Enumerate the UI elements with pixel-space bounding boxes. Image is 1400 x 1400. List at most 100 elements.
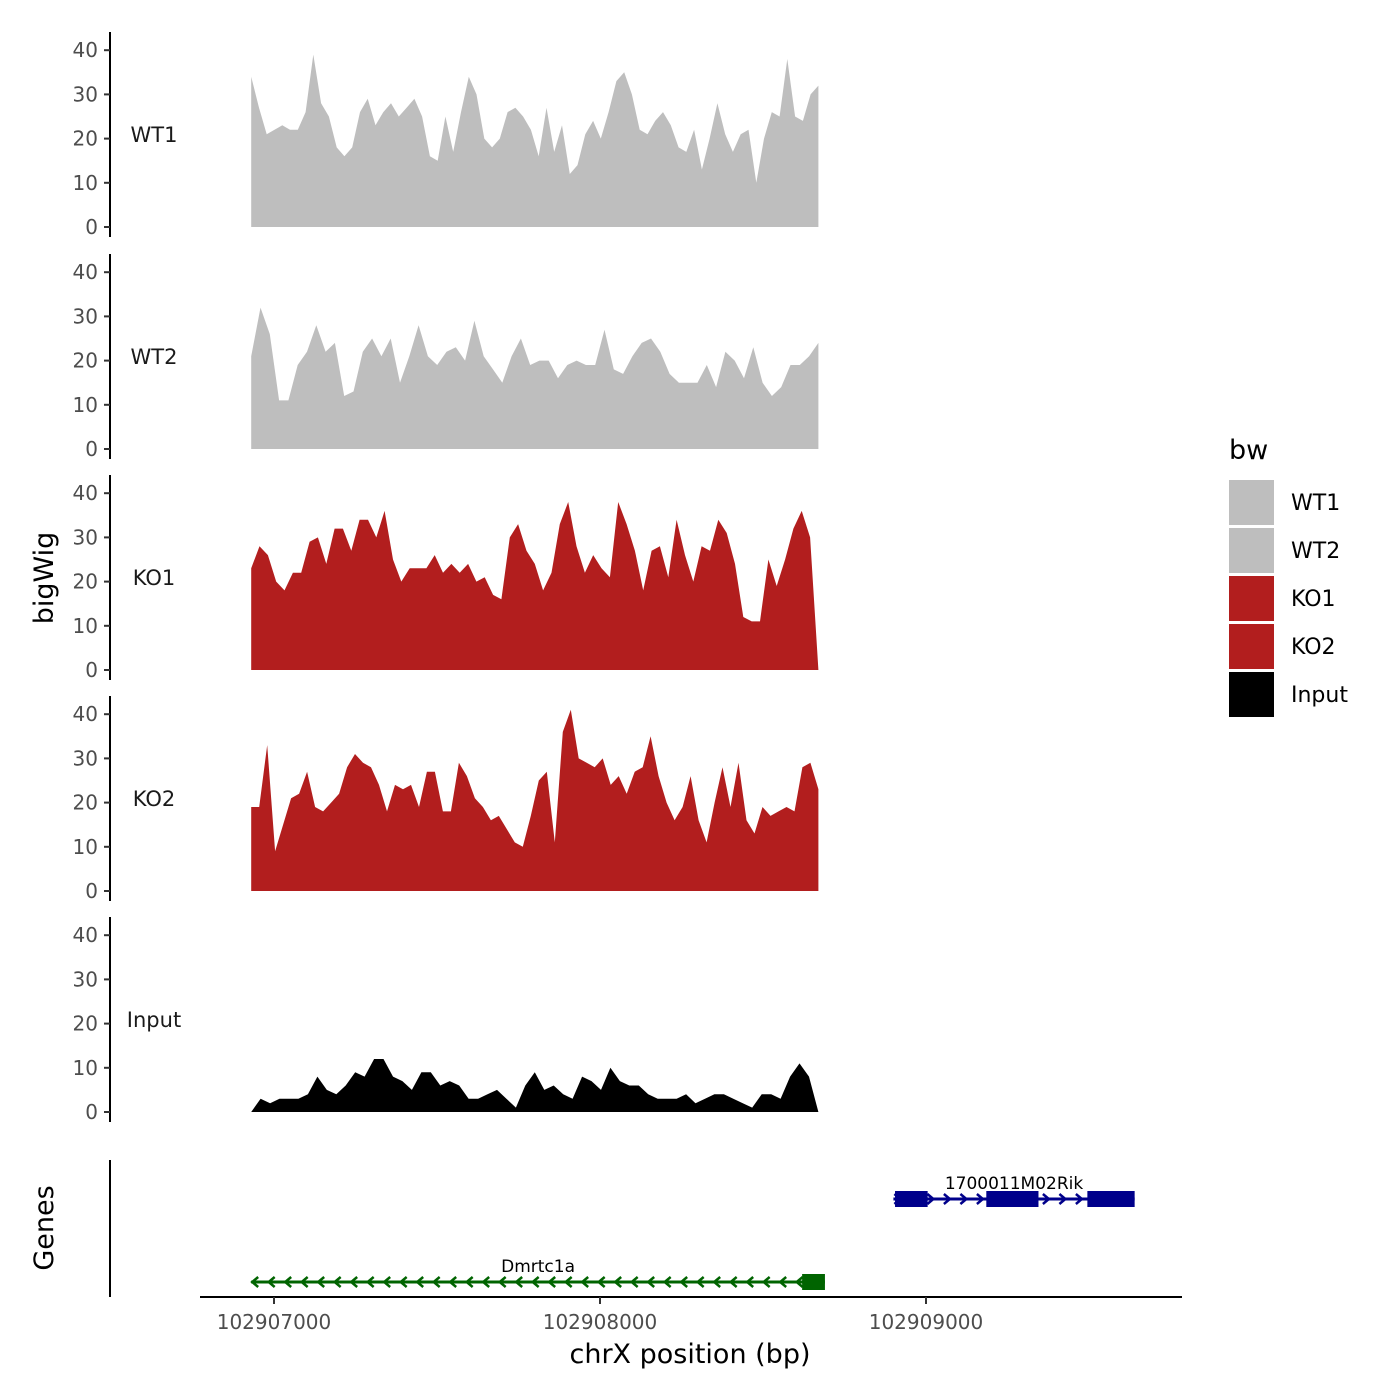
- legend-swatch: [1229, 672, 1274, 717]
- genes-panel: Genes 1700011M02Rik Dmrtc1a: [29, 1160, 1135, 1297]
- strand-arrow: [514, 1276, 523, 1288]
- strand-arrow: [481, 1276, 490, 1288]
- y-tick-label: 40: [73, 702, 98, 726]
- x-tick-label: 102908000: [543, 1310, 658, 1334]
- gene-dmrtc1a: Dmrtc1a: [250, 1257, 825, 1290]
- track-label: WT1: [131, 123, 178, 147]
- strand-arrow: [332, 1276, 342, 1288]
- strand-arrow: [415, 1276, 424, 1288]
- track-label: KO2: [133, 787, 176, 811]
- strand-arrow: [448, 1276, 457, 1288]
- strand-arrow: [316, 1276, 325, 1288]
- strand-arrow: [250, 1276, 259, 1288]
- strand-arrow: [794, 1276, 804, 1288]
- x-tick-label: 102907000: [217, 1310, 332, 1334]
- area-ko2: [251, 709, 819, 891]
- y-tick-label: 20: [73, 127, 98, 151]
- y-tick-label: 0: [85, 437, 98, 461]
- y-tick-label: 30: [73, 82, 98, 106]
- strand-arrow: [382, 1276, 391, 1288]
- track-wt2: 0 10 20 30 40 WT2: [73, 254, 819, 461]
- strand-arrow: [976, 1193, 985, 1205]
- track-ko1: 0 10 20 30 40 KO1: [73, 475, 819, 682]
- strand-arrow: [712, 1276, 721, 1288]
- y-tick-label: 10: [73, 1056, 98, 1080]
- gene-exon: [986, 1191, 1039, 1207]
- strand-arrow: [365, 1276, 375, 1288]
- strand-arrow: [761, 1276, 771, 1288]
- strand-arrow: [299, 1276, 309, 1288]
- strand-arrow: [1042, 1193, 1051, 1205]
- strand-arrow: [943, 1193, 952, 1205]
- legend-item-input: Input: [1229, 672, 1348, 717]
- legend-item-wt2: WT2: [1229, 528, 1340, 573]
- strand-arrow: [1058, 1193, 1068, 1205]
- y-tick-label: 30: [73, 304, 98, 328]
- strand-arrow: [728, 1276, 738, 1288]
- strand-arrow: [695, 1276, 705, 1288]
- y-tick-label: 30: [73, 746, 98, 770]
- legend-swatch: [1229, 480, 1274, 525]
- y-tick-label: 30: [73, 525, 98, 549]
- track-wt1: 0 10 20 30 40 WT1: [73, 32, 819, 239]
- y-tick-label: 20: [73, 349, 98, 373]
- strand-arrow: [926, 1193, 936, 1205]
- y-tick-label: 20: [73, 570, 98, 594]
- strand-arrow: [283, 1276, 292, 1288]
- strand-arrow: [547, 1276, 556, 1288]
- strand-arrow: [349, 1276, 358, 1288]
- legend-label: KO1: [1291, 587, 1336, 612]
- gene-exon: [802, 1274, 825, 1290]
- gene-1700011m02rik: 1700011M02Rik: [893, 1174, 1135, 1207]
- area-input: [251, 1059, 819, 1112]
- strand-arrow: [745, 1276, 754, 1288]
- track-label: Input: [127, 1008, 181, 1032]
- legend-swatch: [1229, 576, 1274, 621]
- legend-item-wt1: WT1: [1229, 480, 1340, 525]
- strand-arrow: [530, 1276, 540, 1288]
- x-axis-title: chrX position (bp): [569, 1339, 810, 1370]
- y-tick-label: 10: [73, 171, 98, 195]
- y-tick-label: 20: [73, 791, 98, 815]
- genes-axis-title: Genes: [29, 1185, 60, 1270]
- legend-item-ko1: KO1: [1229, 576, 1336, 621]
- legend-label: WT2: [1291, 539, 1340, 564]
- gene-exon: [1087, 1191, 1135, 1207]
- x-axis: chrX position (bp) 102907000 102908000 102…: [200, 1296, 1182, 1370]
- y-tick-label: 10: [73, 614, 98, 638]
- y-tick-label: 40: [73, 260, 98, 284]
- strand-arrow: [580, 1276, 589, 1288]
- strand-arrow: [464, 1276, 474, 1288]
- gene-models: 1700011M02Rik Dmrtc1a: [250, 1174, 1135, 1290]
- legend-title: bw: [1229, 435, 1268, 466]
- y-tick-label: 10: [73, 393, 98, 417]
- strand-arrow: [629, 1276, 639, 1288]
- gene-label: 1700011M02Rik: [945, 1174, 1084, 1194]
- legend-swatch: [1229, 624, 1274, 669]
- track-label: WT2: [131, 345, 178, 369]
- track-input: 0 10 20 30 40 Input: [73, 917, 819, 1124]
- strand-arrow: [662, 1276, 672, 1288]
- strand-arrow: [497, 1276, 507, 1288]
- legend-label: Input: [1291, 683, 1348, 708]
- strand-arrow: [613, 1276, 622, 1288]
- legend: bw WT1 WT2 KO1 KO2 Input: [1229, 435, 1348, 717]
- strand-arrow: [646, 1276, 655, 1288]
- legend-swatch: [1229, 528, 1274, 573]
- strand-arrow: [431, 1276, 441, 1288]
- y-tick-label: 0: [85, 658, 98, 682]
- strand-arrow: [398, 1276, 408, 1288]
- track-label: KO1: [133, 566, 176, 590]
- area-wt2: [251, 307, 819, 449]
- gene-exon: [895, 1191, 928, 1207]
- y-tick-label: 10: [73, 835, 98, 859]
- y-axis-title: bigWig: [29, 532, 60, 625]
- x-tick-label: 102909000: [869, 1310, 984, 1334]
- legend-item-ko2: KO2: [1229, 624, 1336, 669]
- legend-label: WT1: [1291, 491, 1340, 516]
- strand-arrow: [596, 1276, 606, 1288]
- y-tick-label: 0: [85, 215, 98, 239]
- strand-arrow: [679, 1276, 688, 1288]
- y-tick-label: 30: [73, 967, 98, 991]
